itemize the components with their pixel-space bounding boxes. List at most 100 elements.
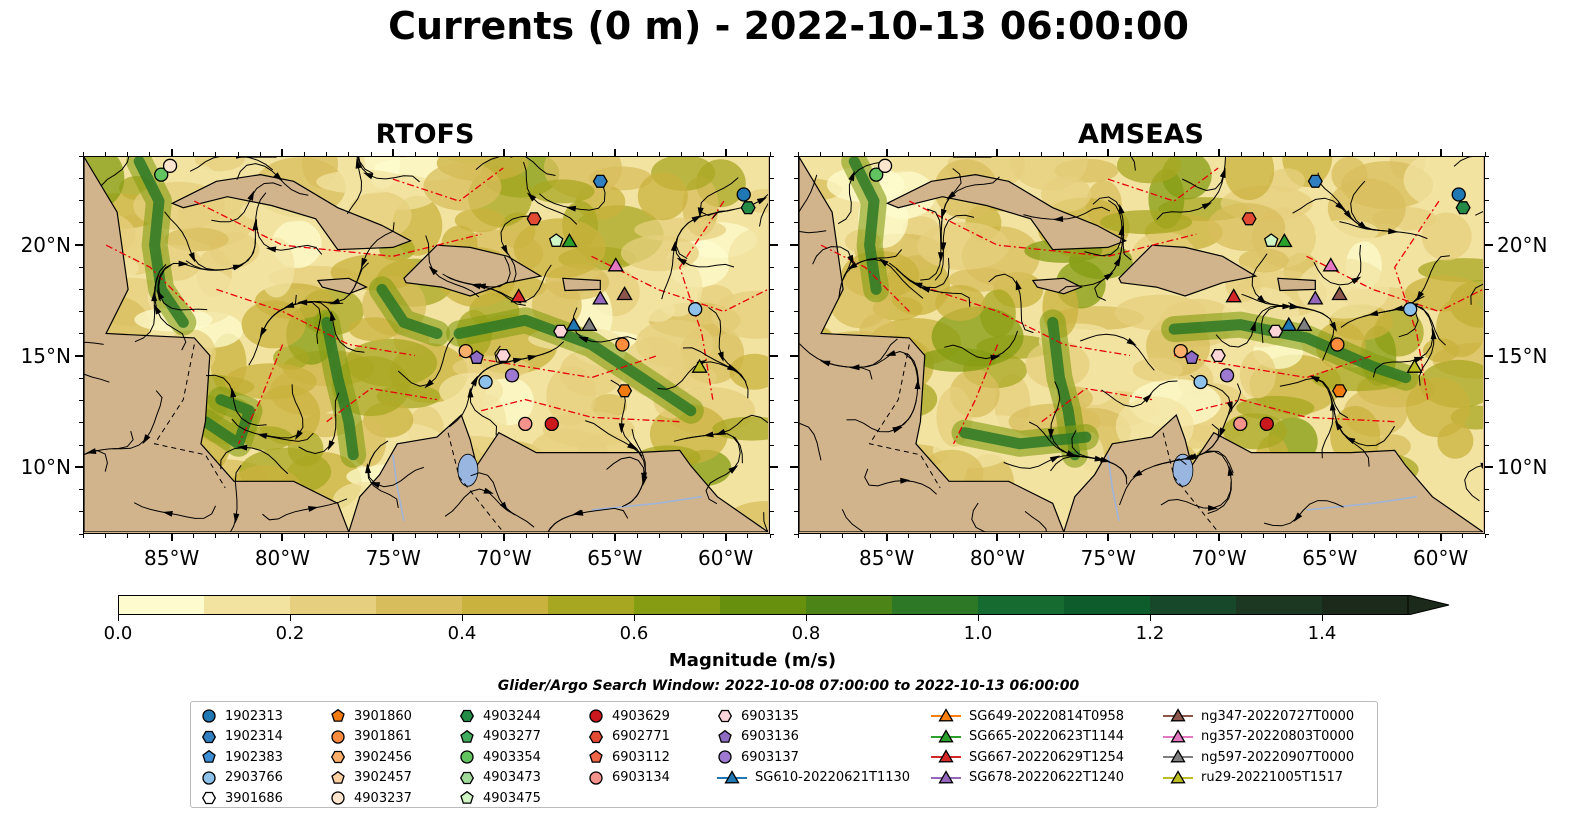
legend-marker xyxy=(202,771,216,785)
legend-label: 3901686 xyxy=(225,790,283,806)
streamlines xyxy=(799,157,1483,532)
x-minor-tick xyxy=(592,534,594,538)
streamline xyxy=(708,307,747,383)
streamline-arrow xyxy=(1118,203,1125,215)
streamline xyxy=(523,161,578,225)
streamline xyxy=(1003,455,1091,469)
legend-label: 6903135 xyxy=(741,708,799,724)
colorbar-tick-label: 0.4 xyxy=(447,623,477,644)
x-minor-tick-top xyxy=(1440,152,1442,156)
legend-column: SG649-20220814T0958 SG665-20220623T1144 SG… xyxy=(931,706,1124,788)
x-minor-tick xyxy=(215,534,217,538)
x-minor-tick-top xyxy=(215,152,217,156)
x-minor-tick-top xyxy=(952,152,954,156)
legend-label: 1902314 xyxy=(225,729,283,745)
x-minor-tick-top xyxy=(525,152,527,156)
amseas-current-map[interactable] xyxy=(798,156,1485,534)
pentagon-marker-icon xyxy=(589,750,603,764)
colorbar-gradient xyxy=(118,594,1450,616)
magnitude-patch xyxy=(1406,377,1470,438)
legend-marker xyxy=(202,750,216,764)
x-tick-label: 60°W xyxy=(1413,546,1469,570)
magnitude-patch xyxy=(1100,210,1193,235)
legend-item: 4903629 xyxy=(588,706,670,727)
streamline xyxy=(895,268,971,307)
magnitude-patch xyxy=(620,235,699,272)
colorbar-segment xyxy=(462,595,549,615)
y-minor-tick xyxy=(79,444,83,446)
platform-marker xyxy=(1268,324,1284,338)
x-minor-tick xyxy=(348,534,350,538)
streamline xyxy=(846,399,917,433)
platform-marker xyxy=(469,350,484,364)
x-tick-label: 75°W xyxy=(1080,546,1136,570)
y-minor-tick-right xyxy=(770,288,774,290)
colorbar-tick-label: 0.6 xyxy=(619,623,649,644)
legend-item: ng347-20220727T0000 xyxy=(1163,706,1354,727)
streamline-arrow xyxy=(308,506,319,512)
y-tick-label: 15°N xyxy=(20,344,71,369)
y-minor-tick xyxy=(794,311,798,313)
legend-marker xyxy=(460,750,474,764)
magnitude-patch xyxy=(546,365,597,426)
streamline-arrow xyxy=(237,444,248,451)
legend-triangle xyxy=(938,728,954,743)
x-minor-tick xyxy=(1418,534,1420,538)
x-tick-label: 85°W xyxy=(859,546,915,570)
legend-triangle xyxy=(938,769,954,784)
x-minor-tick-top xyxy=(974,152,976,156)
y-minor-tick xyxy=(794,333,798,335)
eez-line xyxy=(678,200,725,400)
x-tick-label: 80°W xyxy=(254,546,311,570)
x-minor-tick xyxy=(1174,534,1176,538)
x-minor-tick-top xyxy=(658,152,660,156)
eez-line xyxy=(931,288,1131,357)
streamline xyxy=(971,502,989,532)
x-minor-tick xyxy=(747,534,749,538)
platform-marker xyxy=(548,233,564,247)
eez-boundaries xyxy=(105,167,768,445)
y-minor-tick xyxy=(794,355,798,357)
legend-triangle xyxy=(1170,769,1186,784)
y-minor-tick xyxy=(794,155,798,157)
platform-markers xyxy=(154,158,756,432)
legend-item: SG649-20220814T0958 xyxy=(931,706,1124,727)
platform-marker xyxy=(1406,358,1423,373)
magnitude-patch xyxy=(1224,157,1275,200)
legend-item: 3901861 xyxy=(330,727,412,748)
streamline-arrow xyxy=(937,252,944,263)
streamline-arrow xyxy=(1329,400,1336,411)
magnitude-patch xyxy=(1132,357,1183,382)
platform-marker xyxy=(1225,288,1242,303)
y-tick-mark-right xyxy=(1485,243,1493,246)
streamline xyxy=(358,157,374,174)
y-minor-tick xyxy=(794,422,798,424)
platform-marker xyxy=(1210,348,1226,363)
eez-line xyxy=(820,244,910,312)
legend-label: SG665-20220623T1144 xyxy=(969,729,1125,745)
streamline xyxy=(231,418,314,442)
hexagon-marker-icon xyxy=(459,771,475,784)
streamline-arrow xyxy=(151,291,158,302)
y-minor-tick-right xyxy=(770,511,774,513)
x-minor-tick-top xyxy=(1152,152,1154,156)
platform-marker xyxy=(1259,416,1274,432)
platform-marker xyxy=(1263,233,1279,247)
y-minor-tick-right xyxy=(770,533,774,535)
streamline xyxy=(673,433,743,464)
y-minor-tick-right xyxy=(770,377,774,379)
colorbar-segment xyxy=(1322,595,1409,615)
x-minor-tick xyxy=(1373,534,1375,538)
x-minor-tick xyxy=(680,534,682,538)
y-tick-label: 15°N xyxy=(1497,344,1548,369)
rtofs-current-map[interactable] xyxy=(83,156,770,534)
streamline-arrow xyxy=(691,215,702,223)
magnitude-patch xyxy=(729,353,768,390)
streamline-arrow xyxy=(1132,469,1143,478)
y-minor-tick-right xyxy=(1485,288,1489,290)
streamline-arrow xyxy=(1103,272,1114,281)
streamline-arrow xyxy=(512,357,524,364)
legend-label: 3901861 xyxy=(354,729,412,745)
legend-item: SG667-20220629T1254 xyxy=(931,747,1124,768)
x-minor-tick xyxy=(570,534,572,538)
